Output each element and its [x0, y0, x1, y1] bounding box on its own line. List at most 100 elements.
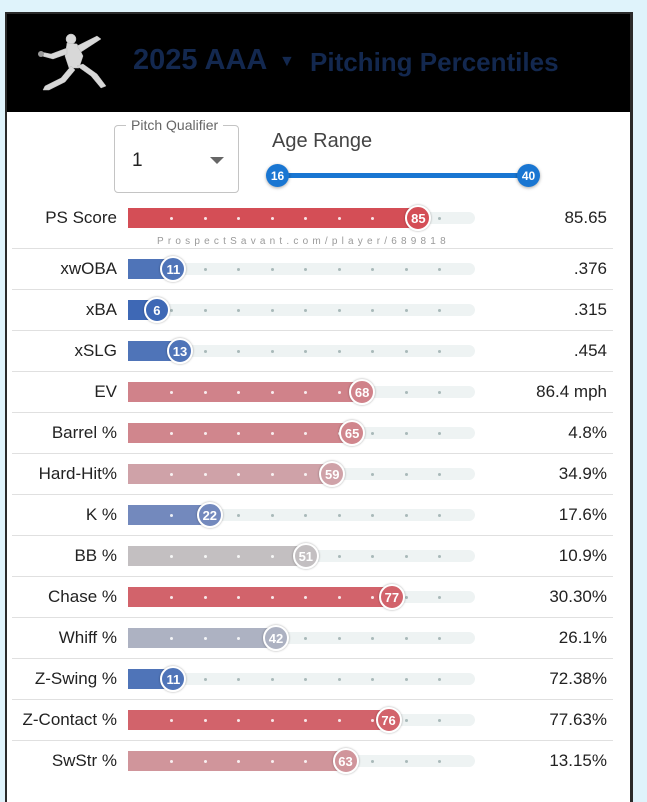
metric-label: Z-Swing %	[34, 669, 117, 688]
track-tick	[438, 472, 441, 476]
track-tick	[270, 349, 274, 353]
row-divider	[12, 699, 613, 700]
track-tick	[371, 718, 374, 722]
track-tick	[203, 636, 207, 640]
track-tick	[304, 472, 307, 476]
row-divider	[12, 371, 613, 372]
season-selector[interactable]: 2025 AAA	[133, 44, 268, 76]
age-range-slider-track[interactable]	[277, 173, 529, 178]
metric-label: Z-Contact %	[22, 710, 117, 729]
track-tick	[203, 216, 207, 220]
metric-value: 10.9%	[558, 546, 607, 565]
track-tick	[237, 349, 240, 353]
track-tick	[438, 554, 441, 558]
percentile-bar	[128, 341, 181, 361]
track-tick	[170, 390, 173, 394]
track-tick	[203, 759, 207, 763]
season-caret-icon[interactable]: ▼	[279, 53, 295, 70]
track-tick	[237, 718, 240, 722]
percentile-bar	[128, 546, 306, 566]
track-tick	[203, 718, 207, 722]
track-tick	[404, 349, 408, 353]
metric-label: EV	[94, 382, 117, 401]
track-tick	[404, 636, 408, 640]
track-tick	[237, 216, 240, 220]
percentile-marker: 42	[263, 625, 290, 651]
track-tick	[404, 554, 408, 558]
metric-value: .454	[573, 341, 607, 360]
track-tick	[270, 431, 274, 435]
metric-value: 4.8%	[568, 423, 607, 442]
track-tick	[304, 718, 307, 722]
track-tick	[304, 216, 307, 220]
metric-label: Hard-Hit%	[38, 464, 117, 483]
metric-value: .315	[573, 300, 607, 319]
row-divider	[12, 494, 613, 495]
track-tick	[404, 308, 408, 312]
percentile-bar	[128, 382, 363, 402]
track-tick	[304, 759, 307, 763]
percentile-bar	[128, 587, 392, 607]
percentile-marker: 11	[160, 666, 187, 692]
percentiles-card: 2025 AAA ▼ Pitching Percentiles Pitch Qu…	[5, 12, 633, 802]
track-tick	[337, 595, 341, 599]
track-tick	[337, 513, 341, 517]
track-tick	[237, 677, 240, 681]
percentile-bar	[128, 464, 333, 484]
metric-value: 85.65	[564, 208, 607, 227]
percentile-marker: 63	[332, 748, 359, 774]
track-tick	[337, 554, 341, 558]
percentile-track	[128, 345, 475, 357]
track-tick	[270, 513, 274, 517]
age-min-handle[interactable]: 16	[266, 164, 289, 187]
track-tick	[237, 390, 240, 394]
track-tick	[203, 595, 207, 599]
track-tick	[337, 636, 341, 640]
metric-value: 13.15%	[549, 751, 607, 770]
track-tick	[270, 595, 274, 599]
chevron-down-icon	[210, 157, 224, 164]
track-tick	[203, 677, 207, 681]
age-max-handle[interactable]: 40	[517, 164, 540, 187]
pitch-qualifier-label: Pitch Qualifier	[126, 117, 224, 133]
track-tick	[337, 431, 341, 435]
track-tick	[170, 431, 173, 435]
metric-label: Barrel %	[51, 423, 117, 442]
metric-value: 86.4 mph	[536, 382, 607, 401]
percentile-track	[128, 263, 475, 275]
track-tick	[237, 595, 240, 599]
metric-label: K %	[85, 505, 117, 524]
pitch-qualifier-select[interactable]: Pitch Qualifier 1	[114, 117, 239, 193]
track-tick	[203, 267, 207, 271]
track-tick	[237, 636, 240, 640]
percentile-marker: 65	[339, 420, 366, 446]
track-tick	[404, 718, 408, 722]
metric-value: 26.1%	[558, 628, 607, 647]
track-tick	[170, 308, 173, 312]
percentile-bar	[128, 751, 346, 771]
track-tick	[203, 390, 207, 394]
metric-label: BB %	[74, 546, 117, 565]
percentile-marker: 6	[143, 297, 170, 323]
track-tick	[438, 718, 441, 722]
track-tick	[237, 267, 240, 271]
track-tick	[404, 431, 408, 435]
row-divider	[12, 453, 613, 454]
track-tick	[337, 267, 341, 271]
track-tick	[304, 677, 307, 681]
track-tick	[304, 308, 307, 312]
track-tick	[404, 759, 408, 763]
metric-value: 77.63%	[549, 710, 607, 729]
row-divider	[12, 576, 613, 577]
metric-label: Chase %	[48, 587, 117, 606]
row-divider	[12, 412, 613, 413]
track-tick	[371, 267, 374, 271]
track-tick	[404, 267, 408, 271]
track-tick	[371, 554, 374, 558]
metric-value: 34.9%	[558, 464, 607, 483]
track-tick	[170, 472, 173, 476]
metric-label: SwStr %	[51, 751, 117, 770]
page-title: Pitching Percentiles	[310, 47, 559, 77]
pitch-qualifier-value: 1	[132, 150, 143, 171]
track-tick	[237, 759, 240, 763]
